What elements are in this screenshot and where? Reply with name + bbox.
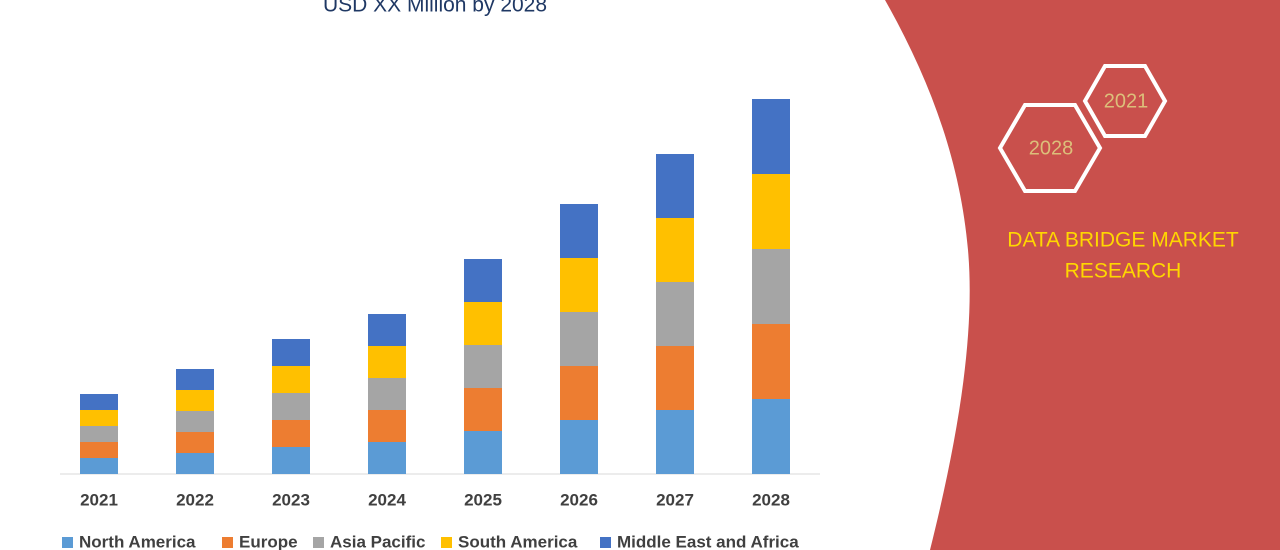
badge-hexagon [997,103,1103,193]
x-tick-label: 2022 [176,490,214,509]
bar-segment [560,258,598,312]
x-tick-label: 2028 [752,490,790,509]
bar-segment [656,218,694,282]
bar-segment [560,366,598,420]
x-tick-label: 2026 [560,490,598,509]
bar-segment [80,458,118,474]
bar-segment [464,431,502,474]
bar-segment [272,339,310,366]
bar-segment [656,410,694,474]
bar-segment [656,346,694,410]
bar-segment [656,154,694,218]
bar-segment [176,411,214,432]
badge-hexagon [1082,64,1168,138]
brand-name: RESEARCH [1065,260,1182,283]
legend-label: Asia Pacific [330,532,425,550]
bar-segment [176,453,214,474]
x-tick-label: 2023 [272,490,310,509]
bar-segment [752,174,790,249]
bar-segment [272,447,310,474]
bar-segment [464,345,502,388]
bar-segment [368,346,406,378]
bar-segment [752,99,790,174]
chart-title: USD XX Million by 2028 [323,0,547,17]
bar-segment [176,390,214,411]
legend-swatch [313,537,324,548]
brand-name: DATA BRIDGE MARKET [1007,229,1239,252]
bar-segment [656,282,694,346]
x-tick-label: 2024 [368,490,406,509]
brand-panel [885,0,1280,550]
legend-swatch [600,537,611,548]
bar-segment [368,314,406,346]
bar-segment [80,442,118,458]
bar-segment [368,378,406,410]
bar-segment [752,399,790,474]
bar-segment [80,410,118,426]
legend-label: Middle East and Africa [617,532,799,550]
legend-swatch [62,537,73,548]
badge-label: 2021 [1104,90,1149,112]
bar-segment [560,204,598,258]
bar-segment [176,432,214,453]
x-tick-label: 2025 [464,490,502,509]
legend-label: South America [458,532,578,550]
legend-swatch [222,537,233,548]
bar-segment [752,249,790,324]
legend-label: North America [79,532,196,550]
bar-segment [560,312,598,366]
bar-segment [464,388,502,431]
legend-label: Europe [239,532,298,550]
bar-segment [464,302,502,345]
bar-segment [80,426,118,442]
bar-segment [272,366,310,393]
bar-segment [368,442,406,474]
bar-segment [368,410,406,442]
bar-segment [752,324,790,399]
legend-swatch [441,537,452,548]
bar-segment [464,259,502,302]
bar-segment [272,393,310,420]
x-tick-label: 2027 [656,490,694,509]
bar-segment [80,394,118,410]
badge-label: 2028 [1029,137,1074,159]
bar-segment [176,369,214,390]
x-tick-label: 2021 [80,490,118,509]
bar-segment [560,420,598,474]
bar-segment [272,420,310,447]
